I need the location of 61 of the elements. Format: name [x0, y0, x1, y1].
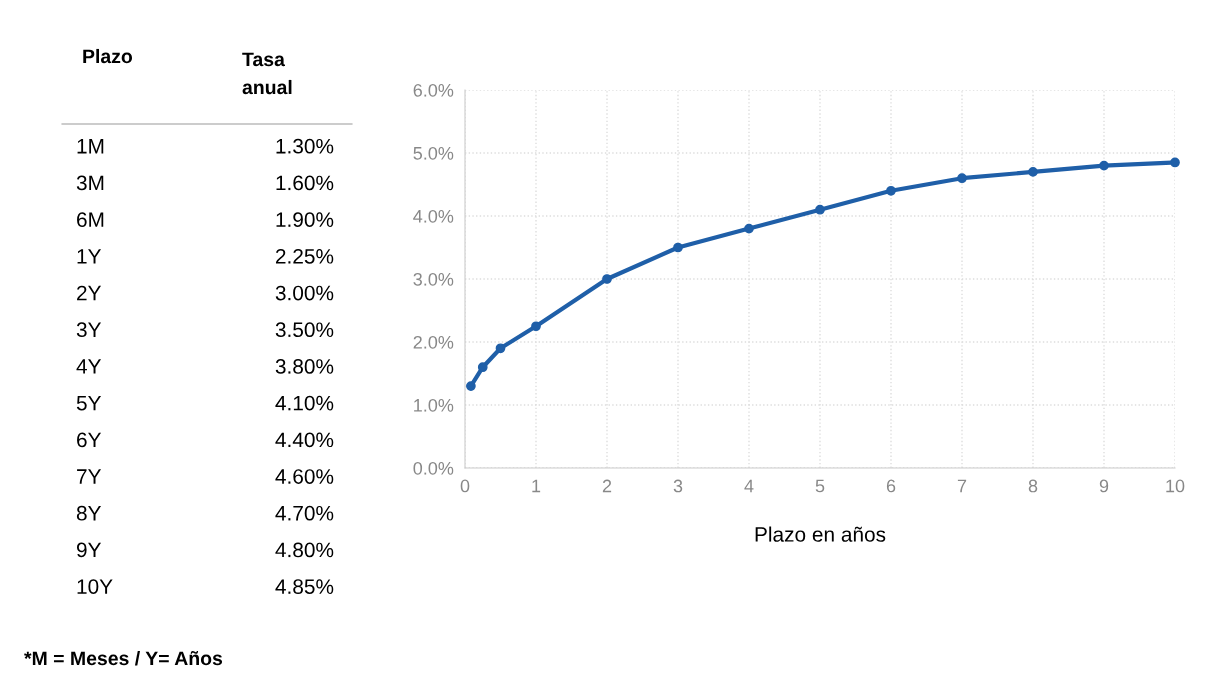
text: 4.80%: [275, 542, 334, 558]
point: [744, 223, 754, 234]
text: 6M: [77, 212, 104, 227]
point: [815, 204, 825, 215]
x-tick-label: 0: [460, 479, 470, 493]
x-tick-label: 7: [957, 479, 967, 493]
text: 4.40%: [275, 432, 334, 448]
text: 4Y: [76, 359, 102, 374]
y-tick-label: 1.0%: [414, 398, 454, 412]
y-tick-label: 4.0%: [413, 209, 454, 223]
y-tick-label: 0.0%: [413, 461, 454, 475]
point: [1028, 167, 1038, 177]
text: 1.60%: [276, 175, 334, 191]
point: [495, 343, 506, 354]
point: [531, 321, 541, 332]
point: [886, 185, 896, 196]
text: 3.80%: [275, 359, 334, 374]
text: 6Y: [77, 432, 102, 448]
text: Tasa anual: [242, 52, 292, 95]
text: 5Y: [76, 395, 102, 411]
x-tick-label: 4: [744, 479, 754, 493]
text: 1Y: [77, 249, 102, 264]
point: [957, 173, 967, 184]
y-tick-label: 3.0%: [413, 272, 454, 286]
text: 2Y: [77, 285, 102, 301]
x-axis-title: Plazo en años: [755, 526, 886, 542]
text: 7Y: [77, 469, 102, 484]
text: Plazo: [83, 48, 133, 64]
text: 1.30%: [276, 138, 334, 154]
x-tick-label: 8: [1028, 479, 1038, 493]
x-tick-label: 2: [602, 479, 612, 493]
text: 4.60%: [275, 469, 334, 484]
point: [673, 242, 683, 253]
x-tick-label: 6: [886, 479, 896, 493]
y-tick-label: 6.0%: [413, 83, 454, 97]
text: 1M: [77, 139, 104, 154]
x-tick-label: 3: [673, 479, 683, 493]
text: 3.00%: [275, 285, 334, 301]
text: 10Y: [77, 579, 113, 594]
text: 4.10%: [275, 395, 334, 411]
text: 1.90%: [276, 212, 334, 227]
x-tick-label: 10: [1166, 479, 1185, 493]
text: 4.85%: [275, 579, 334, 594]
text: 3Y: [76, 322, 102, 338]
y-tick-label: 2.0%: [413, 335, 454, 349]
text: 2.25%: [275, 248, 334, 264]
point: [466, 381, 476, 391]
text: 3.50%: [275, 322, 334, 338]
text: 9Y: [76, 542, 102, 558]
text: 3M: [76, 175, 104, 191]
text: 4.70%: [275, 505, 334, 521]
x-tick-label: 9: [1099, 479, 1109, 493]
point: [1099, 160, 1109, 171]
point: [1170, 157, 1180, 168]
point: [477, 362, 488, 373]
y-tick-label: 5.0%: [413, 146, 454, 160]
x-tick-label: 1: [532, 479, 541, 493]
x-tick-label: 5: [815, 479, 825, 493]
point: [602, 274, 612, 284]
text: 8Y: [76, 505, 102, 521]
text: *M = Meses / Y= Años: [24, 650, 223, 666]
